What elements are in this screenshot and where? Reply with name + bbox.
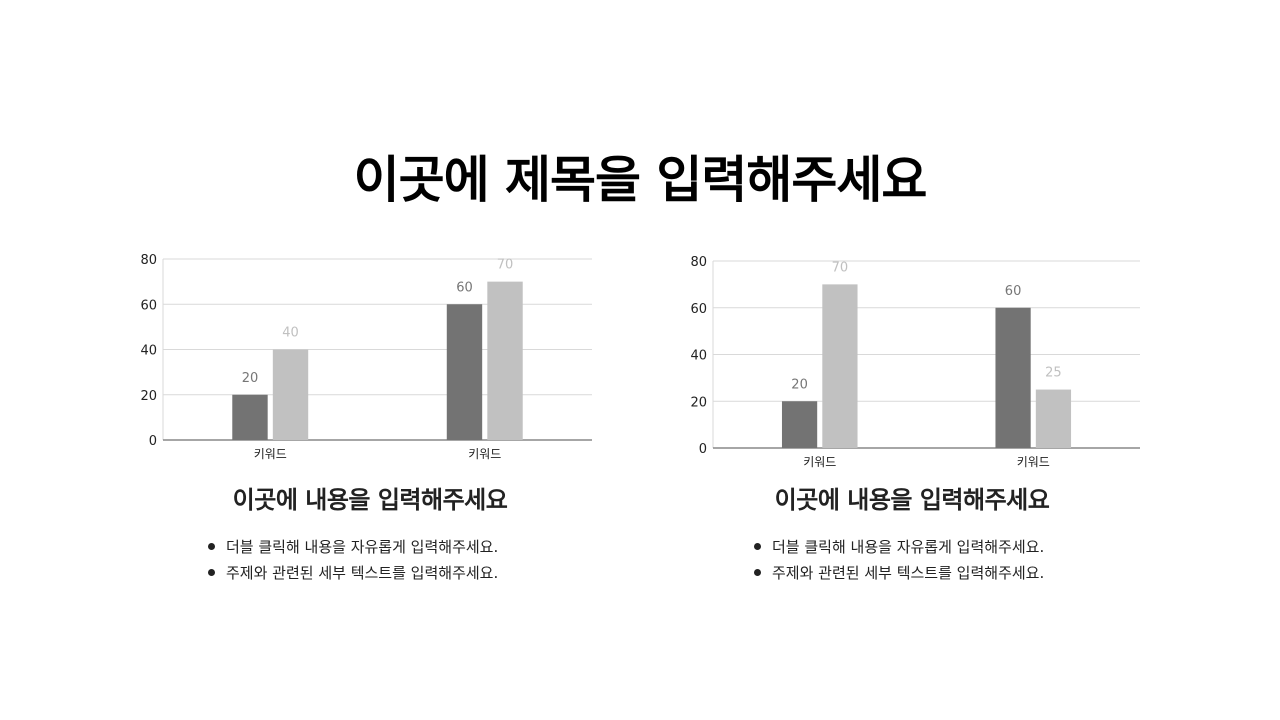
slide-title: 이곳에 제목을 입력해주세요 xyxy=(353,151,928,209)
y-tick-label: 60 xyxy=(140,298,157,313)
bar xyxy=(446,304,483,440)
y-tick-label: 20 xyxy=(690,395,707,410)
y-tick-label: 0 xyxy=(149,434,157,449)
x-tick-label: 키워드 xyxy=(1017,455,1050,469)
bar xyxy=(487,281,523,440)
bullet-list-right: 더블 클릭해 내용을 자유롭게 입력해주세요. 주제와 관련된 세부 텍스트를 … xyxy=(752,534,1044,586)
y-tick-label: 80 xyxy=(140,253,157,268)
bar xyxy=(1035,389,1072,448)
y-tick-label: 40 xyxy=(690,349,707,364)
y-tick-label: 40 xyxy=(140,344,157,359)
data-label: 40 xyxy=(282,326,299,341)
data-label: 20 xyxy=(791,377,808,392)
data-label: 70 xyxy=(497,258,514,273)
x-tick-label: 키워드 xyxy=(468,447,501,461)
bar xyxy=(272,349,309,440)
panel-subtitle-right: 이곳에 내용을 입력해주세요 xyxy=(774,486,1050,514)
bullet-item: 더블 클릭해 내용을 자유롭게 입력해주세요. xyxy=(206,534,498,560)
y-tick-label: 20 xyxy=(140,389,157,404)
panel-subtitle-left: 이곳에 내용을 입력해주세요 xyxy=(232,486,508,514)
y-tick-label: 80 xyxy=(690,255,707,270)
data-label: 25 xyxy=(1045,366,1062,381)
bar xyxy=(781,401,818,448)
data-label: 60 xyxy=(1005,284,1022,299)
data-label: 70 xyxy=(832,260,849,275)
bar xyxy=(822,284,858,448)
bar xyxy=(232,394,268,440)
bullet-item: 주제와 관련된 세부 텍스트를 입력해주세요. xyxy=(752,560,1044,586)
data-label: 20 xyxy=(242,371,259,386)
y-tick-label: 0 xyxy=(699,442,707,457)
bar-chart-left: 0 20 40 60 80 20 40 키워드 60 70 키워드 xyxy=(140,253,592,461)
data-label: 60 xyxy=(456,280,473,295)
x-tick-label: 키워드 xyxy=(254,447,287,461)
bullet-item: 더블 클릭해 내용을 자유롭게 입력해주세요. xyxy=(752,534,1044,560)
bullet-item: 주제와 관련된 세부 텍스트를 입력해주세요. xyxy=(206,560,498,586)
y-tick-label: 60 xyxy=(690,302,707,317)
bar-chart-right: 0 20 40 60 80 20 70 키워드 60 25 키워드 xyxy=(690,255,1140,469)
bar xyxy=(995,307,1031,448)
bullet-list-left: 더블 클릭해 내용을 자유롭게 입력해주세요. 주제와 관련된 세부 텍스트를 … xyxy=(206,534,498,586)
x-tick-label: 키워드 xyxy=(803,455,836,469)
